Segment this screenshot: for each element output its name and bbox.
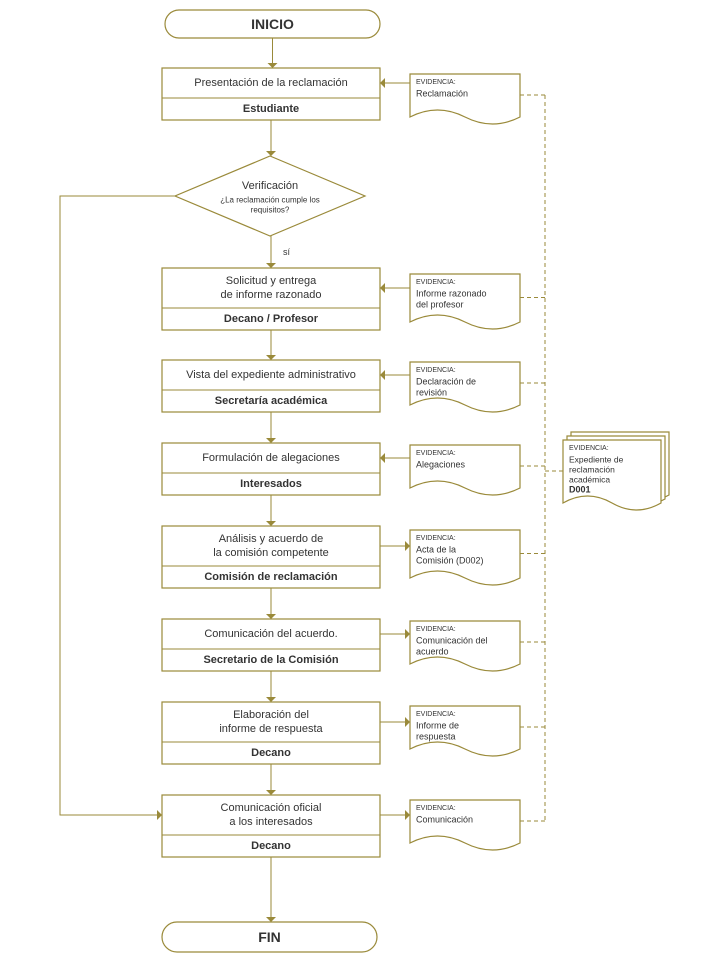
svg-text:Reclamación: Reclamación — [416, 88, 468, 98]
svg-text:EVIDENCIA:: EVIDENCIA: — [416, 535, 456, 542]
svg-text:Informe razonado: Informe razonado — [416, 288, 487, 298]
svg-text:Secretario de la Comisión: Secretario de la Comisión — [203, 654, 338, 666]
svg-text:Presentación de la reclamación: Presentación de la reclamación — [194, 77, 347, 89]
svg-text:EVIDENCIA:: EVIDENCIA: — [416, 711, 456, 718]
evidence-doc: EVIDENCIA: Acta de laComisión (D002) — [410, 530, 520, 585]
svg-text:¿La reclamación cumple los: ¿La reclamación cumple los — [220, 196, 320, 205]
svg-text:INICIO: INICIO — [251, 16, 294, 32]
process-box: Análisis y acuerdo de la comisión compete… — [162, 526, 380, 588]
process-box: Comunicación oficial a los interesados Dec… — [162, 795, 380, 857]
evidence-doc: EVIDENCIA: Declaración derevisión — [410, 362, 520, 412]
svg-text:EVIDENCIA:: EVIDENCIA: — [416, 450, 456, 457]
evidence-doc: EVIDENCIA: Reclamación — [410, 74, 520, 124]
svg-text:EVIDENCIA:: EVIDENCIA: — [416, 805, 456, 812]
terminal: INICIO — [165, 10, 380, 38]
svg-text:Elaboración del: Elaboración del — [233, 709, 309, 721]
svg-text:Decano: Decano — [251, 840, 291, 852]
process-box: Presentación de la reclamación Estudiante — [162, 68, 380, 120]
svg-text:informe de respuesta: informe de respuesta — [219, 723, 323, 735]
process-box: Comunicación del acuerdo. Secretario de l… — [162, 619, 380, 671]
decision: Verificación ¿La reclamación cumple losre… — [175, 156, 365, 236]
svg-text:reclamación: reclamación — [569, 464, 615, 474]
svg-text:Comunicación oficial: Comunicación oficial — [221, 802, 322, 814]
svg-text:Formulación de alegaciones: Formulación de alegaciones — [202, 452, 340, 464]
svg-text:la comisión competente: la comisión competente — [213, 547, 329, 559]
svg-text:EVIDENCIA:: EVIDENCIA: — [416, 79, 456, 86]
evidence-doc: EVIDENCIA: Informe derespuesta — [410, 706, 520, 756]
svg-text:Comunicación del: Comunicación del — [416, 635, 488, 645]
evidence-doc: EVIDENCIA: Alegaciones — [410, 445, 520, 495]
svg-text:Comisión (D002): Comisión (D002) — [416, 555, 484, 565]
svg-text:Declaración de: Declaración de — [416, 376, 476, 386]
terminal: FIN — [162, 922, 377, 952]
svg-text:Análisis y acuerdo de: Análisis y acuerdo de — [219, 533, 324, 545]
svg-text:respuesta: respuesta — [416, 731, 456, 741]
svg-text:Secretaría académica: Secretaría académica — [215, 395, 328, 407]
evidence-doc: EVIDENCIA: Comunicación — [410, 800, 520, 850]
process-box: Formulación de alegaciones Interesados — [162, 443, 380, 495]
svg-text:Decano: Decano — [251, 747, 291, 759]
svg-text:Informe de: Informe de — [416, 720, 459, 730]
flowchart: INICIO Presentación de la reclamación Estu… — [0, 0, 702, 963]
svg-text:sí: sí — [283, 247, 291, 257]
svg-text:del profesor: del profesor — [416, 299, 464, 309]
svg-text:revisión: revisión — [416, 387, 447, 397]
svg-text:Alegaciones: Alegaciones — [416, 459, 466, 469]
evidence-doc: EVIDENCIA: Informe razonadodel profesor — [410, 274, 520, 329]
svg-text:Comisión de reclamación: Comisión de reclamación — [204, 571, 338, 583]
svg-text:Comunicación del acuerdo.: Comunicación del acuerdo. — [204, 628, 337, 640]
svg-text:Interesados: Interesados — [240, 478, 302, 490]
svg-text:Solicitud y entrega: Solicitud y entrega — [226, 275, 317, 287]
svg-text:académica: académica — [569, 474, 610, 484]
svg-text:EVIDENCIA:: EVIDENCIA: — [416, 626, 456, 633]
svg-text:EVIDENCIA:: EVIDENCIA: — [416, 279, 456, 286]
svg-text:Verificación: Verificación — [242, 180, 298, 192]
svg-text:acuerdo: acuerdo — [416, 646, 449, 656]
svg-text:Decano / Profesor: Decano / Profesor — [224, 313, 319, 325]
process-box: Solicitud y entrega de informe razonado De… — [162, 268, 380, 330]
svg-text:Estudiante: Estudiante — [243, 103, 299, 115]
svg-text:D001: D001 — [569, 484, 591, 494]
svg-text:EVIDENCIA:: EVIDENCIA: — [569, 445, 609, 452]
master-evidence: EVIDENCIA: Expediente dereclamaciónacadém… — [563, 432, 669, 510]
svg-text:requisitos?: requisitos? — [251, 206, 290, 215]
svg-text:EVIDENCIA:: EVIDENCIA: — [416, 367, 456, 374]
svg-text:Comunicación: Comunicación — [416, 814, 473, 824]
svg-text:FIN: FIN — [258, 929, 281, 945]
svg-text:Expediente de: Expediente de — [569, 454, 624, 464]
svg-text:Acta de la: Acta de la — [416, 544, 456, 554]
svg-text:a los interesados: a los interesados — [229, 816, 313, 828]
svg-text:de informe razonado: de informe razonado — [221, 289, 322, 301]
evidence-doc: EVIDENCIA: Comunicación delacuerdo — [410, 621, 520, 671]
process-box: Elaboración del informe de respuesta Decan… — [162, 702, 380, 764]
process-box: Vista del expediente administrativo Secre… — [162, 360, 380, 412]
svg-text:Vista del expediente administr: Vista del expediente administrativo — [186, 369, 356, 381]
